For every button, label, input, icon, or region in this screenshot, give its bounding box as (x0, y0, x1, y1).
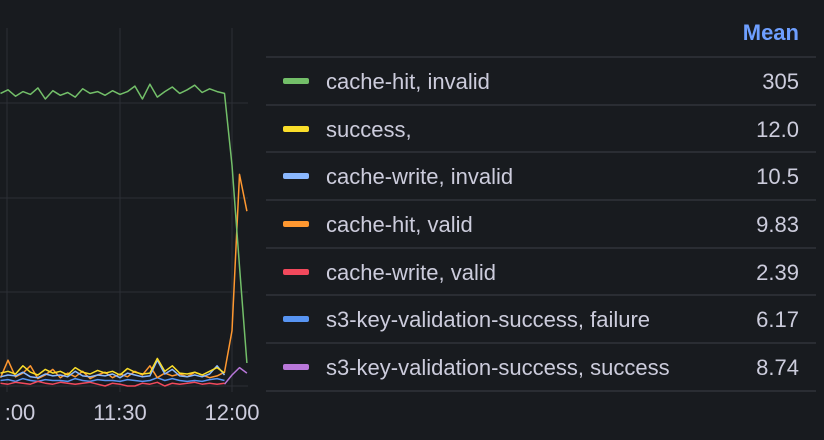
series-name[interactable]: cache-write, valid (326, 259, 496, 285)
series-name[interactable]: s3-key-validation-success, success (326, 355, 670, 381)
series-color-swatch[interactable] (283, 316, 309, 323)
legend-row[interactable]: cache-hit, valid 9.83 (266, 201, 816, 249)
series-color-swatch[interactable] (283, 125, 309, 132)
legend-row[interactable]: cache-write, invalid 10.5 (266, 153, 816, 202)
series-color-swatch[interactable] (283, 173, 309, 180)
series-mean: 305 (762, 69, 799, 94)
mean-column-header[interactable]: Mean (742, 20, 799, 45)
series-line-success (0, 357, 225, 376)
series-name[interactable]: s3-key-validation-success, failure (326, 307, 651, 333)
legend-row[interactable]: cache-hit, invalid 305 (266, 58, 816, 106)
series-name[interactable]: cache-hit, invalid (326, 69, 490, 94)
series-lines (0, 83, 248, 387)
series-name[interactable]: cache-write, invalid (326, 164, 514, 190)
series-line-cache-hit-invalid (0, 83, 248, 364)
series-color-swatch[interactable] (283, 221, 309, 228)
grid (0, 28, 248, 392)
series-line-cache-hit-valid (0, 173, 248, 380)
x-tick-label: 12:00 (204, 400, 260, 425)
legend-table: Mean cache-hit, invalid 305 success, 12.… (266, 0, 816, 392)
timeseries-plot[interactable] (0, 0, 260, 440)
legend-row[interactable]: s3-key-validation-success, success 8.74 (266, 344, 816, 392)
legend-row[interactable]: success, 12.0 (266, 106, 816, 154)
series-color-swatch[interactable] (283, 364, 309, 371)
series-color-swatch[interactable] (283, 268, 309, 275)
series-mean: 2.39 (756, 259, 799, 285)
series-name[interactable]: success, (326, 116, 412, 142)
series-name[interactable]: cache-hit, valid (326, 212, 473, 238)
x-tick-label: 11:30 (93, 400, 147, 425)
series-line-s3-key-validation-success-success (223, 366, 248, 385)
x-tick-label: :00 (4, 400, 36, 425)
series-color-swatch[interactable] (283, 78, 309, 84)
series-mean: 6.17 (756, 307, 799, 333)
legend-row[interactable]: s3-key-validation-success, failure 6.17 (266, 296, 816, 345)
series-mean: 8.74 (756, 355, 799, 381)
series-mean: 12.0 (756, 116, 799, 142)
legend-header: Mean (266, 0, 816, 58)
series-mean: 10.5 (756, 164, 799, 190)
series-line-cache-write-valid (0, 380, 225, 387)
legend-row[interactable]: cache-write, valid 2.39 (266, 249, 816, 297)
series-line-cache-write-invalid (0, 359, 226, 379)
series-mean: 9.83 (756, 212, 799, 238)
